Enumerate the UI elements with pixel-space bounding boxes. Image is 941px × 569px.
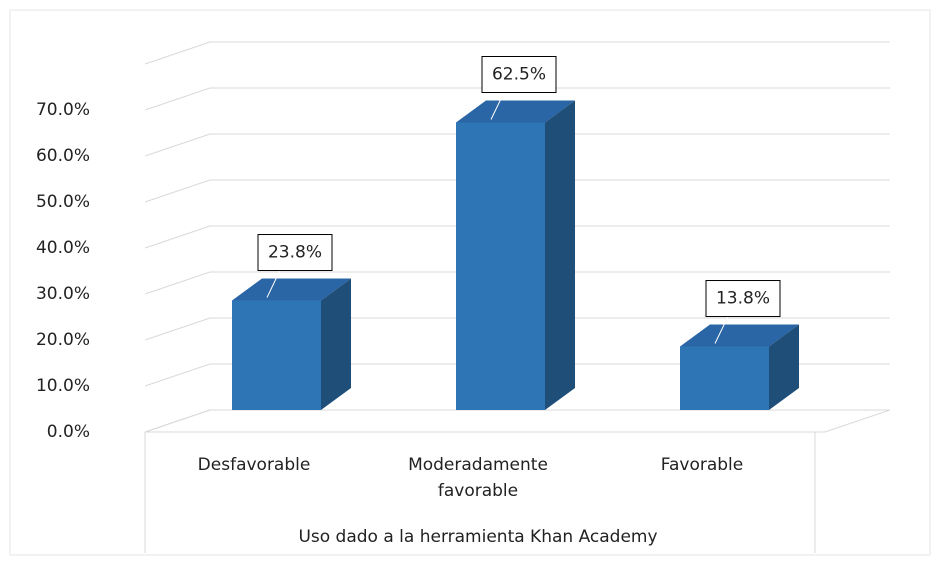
bar-side xyxy=(321,278,351,410)
grid-line xyxy=(144,179,890,203)
bar-front xyxy=(680,346,769,410)
x-tick-label: Favorable xyxy=(661,455,743,475)
value-label: 62.5% xyxy=(492,65,546,85)
grid-line xyxy=(144,87,890,111)
y-tick-label: 50.0% xyxy=(36,192,90,212)
grid-line xyxy=(144,133,890,157)
x-tick-label-line: favorable xyxy=(438,481,518,501)
y-tick-label: 10.0% xyxy=(36,376,90,396)
bar-side xyxy=(545,100,575,410)
y-tick-label: 20.0% xyxy=(36,330,90,350)
value-label-box xyxy=(481,56,557,93)
x-axis-title: Uso dado a la herramienta Khan Academy xyxy=(298,527,657,547)
leader-line xyxy=(266,270,281,298)
y-tick-label: 0.0% xyxy=(47,422,90,442)
y-tick-label: 70.0% xyxy=(36,100,90,120)
value-label-box xyxy=(705,280,781,318)
bar xyxy=(680,324,799,410)
x-tick-label: Moderadamente favorable xyxy=(408,455,548,501)
bar-side xyxy=(769,324,799,410)
grid-line xyxy=(144,363,890,387)
bar-top xyxy=(680,324,799,347)
value-label-box xyxy=(257,234,333,272)
y-tick-label: 40.0% xyxy=(36,238,90,258)
value-label: 13.8% xyxy=(716,289,770,309)
bar xyxy=(232,278,351,410)
bar-top xyxy=(456,100,575,123)
grid-line xyxy=(144,225,890,249)
bar-front xyxy=(232,300,321,410)
x-tick-label: Desfavorable xyxy=(198,455,311,475)
leader-line xyxy=(714,316,729,344)
grid-line xyxy=(144,271,890,295)
y-tick-label: 60.0% xyxy=(36,146,90,166)
grid-line xyxy=(144,317,890,341)
x-tick-label-line: Moderadamente xyxy=(408,455,548,475)
wall-top xyxy=(144,41,890,65)
y-tick-label: 30.0% xyxy=(36,284,90,304)
grid-line xyxy=(144,409,890,433)
bar-top xyxy=(232,278,351,301)
value-label: 23.8% xyxy=(268,243,322,263)
bar xyxy=(456,100,575,410)
bar-front xyxy=(456,122,545,410)
leader-line xyxy=(490,92,505,120)
